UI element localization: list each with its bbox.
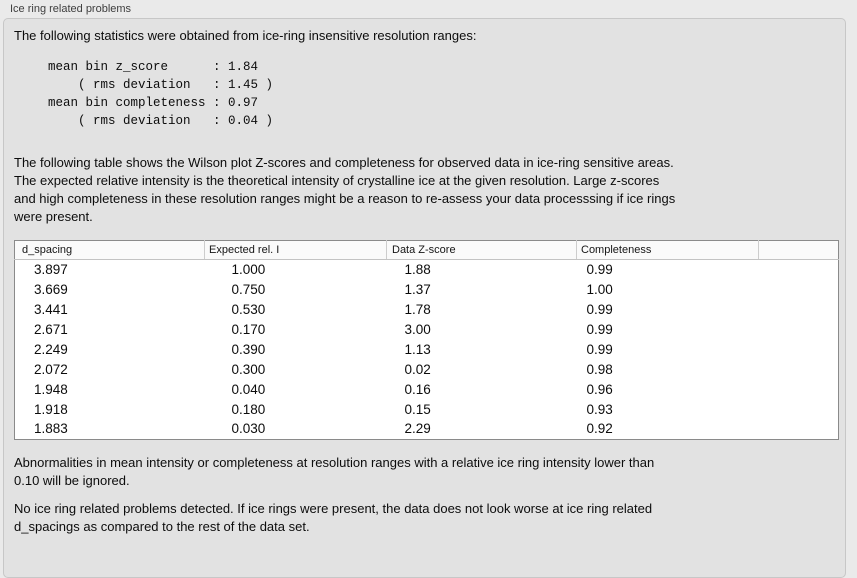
summary-stats-block: mean bin z_score : 1.84 ( rms deviation …	[48, 60, 274, 128]
table-cell: 3.897	[34, 261, 68, 277]
table-cell	[759, 300, 839, 320]
table-row[interactable]: 3.897 1.000 1.88 0.99	[15, 260, 839, 280]
table-row[interactable]: 1.918 0.180 0.15 0.93	[15, 400, 839, 420]
column-header-data-z-score[interactable]: Data Z-score	[386, 240, 577, 260]
table-cell: 3.441	[34, 301, 68, 317]
table-cell	[759, 360, 839, 380]
table-cell: 0.98	[586, 361, 613, 377]
table-row[interactable]: 2.249 0.390 1.13 0.99	[15, 340, 839, 360]
table-cell: 0.530	[231, 301, 266, 317]
table-cell: 2.249	[34, 341, 68, 357]
table-cell: 1.88	[404, 261, 431, 277]
table-cell	[759, 280, 839, 300]
table-cell: 2.29	[404, 421, 431, 437]
table-cell: 1.883	[34, 421, 68, 437]
table-cell: 2.671	[34, 321, 68, 337]
table-cell: 1.37	[404, 281, 431, 297]
table-cell	[759, 320, 839, 340]
table-header-row: d_spacing Expected rel. I Data Z-score C…	[14, 240, 839, 260]
column-header-expected-rel-i[interactable]: Expected rel. I	[204, 240, 387, 260]
table-cell: 0.93	[586, 401, 613, 417]
table-cell: 1.948	[34, 381, 68, 397]
column-header-empty	[758, 240, 839, 260]
table-cell: 0.750	[231, 281, 266, 297]
table-cell: 0.96	[586, 381, 613, 397]
table-row[interactable]: 2.072 0.300 0.02 0.98	[15, 360, 839, 380]
table-row[interactable]: 2.671 0.170 3.00 0.99	[15, 320, 839, 340]
table-cell: 0.390	[231, 341, 266, 357]
column-header-d-spacing[interactable]: d_spacing	[14, 240, 205, 260]
table-row[interactable]: 3.669 0.750 1.37 1.00	[15, 280, 839, 300]
table-cell: 0.170	[231, 321, 266, 337]
table-cell	[759, 340, 839, 360]
table-description-text: The following table shows the Wilson plo…	[14, 155, 676, 224]
table-cell: 1.13	[404, 341, 431, 357]
table-cell: 0.99	[586, 261, 613, 277]
table-cell: 3.00	[404, 321, 431, 337]
table-cell	[759, 380, 839, 400]
conclusion-text: No ice ring related problems detected. I…	[14, 501, 653, 534]
panel-title: Ice ring related problems	[10, 3, 132, 15]
table-cell: 0.92	[586, 421, 613, 437]
ignore-threshold-note: Abnormalities in mean intensity or compl…	[14, 455, 655, 488]
table-cell: 0.15	[404, 401, 431, 417]
table-cell	[759, 260, 839, 280]
table-cell: 3.669	[34, 281, 68, 297]
table-cell: 1.00	[586, 281, 613, 297]
table-cell: 2.072	[34, 361, 68, 377]
table-cell	[759, 420, 839, 440]
table-row[interactable]: 1.948 0.040 0.16 0.96	[15, 380, 839, 400]
table-cell: 0.16	[404, 381, 431, 397]
table-cell: 0.040	[231, 381, 266, 397]
table-row[interactable]: 1.883 0.030 2.29 0.92	[15, 420, 839, 440]
table-row[interactable]: 3.441 0.530 1.78 0.99	[15, 300, 839, 320]
table-cell: 1.918	[34, 401, 68, 417]
table-cell	[759, 400, 839, 420]
table-cell: 0.02	[404, 361, 431, 377]
table-cell: 0.99	[586, 301, 613, 317]
intro-text: The following statistics were obtained f…	[14, 28, 477, 43]
ice-ring-table: d_spacing Expected rel. I Data Z-score C…	[14, 240, 839, 440]
table-cell: 0.99	[586, 321, 613, 337]
ice-ring-panel: The following statistics were obtained f…	[3, 18, 846, 578]
table-cell: 0.030	[231, 421, 266, 437]
table-cell: 1.000	[231, 261, 266, 277]
panel-content: The following statistics were obtained f…	[4, 19, 845, 536]
table-cell: 1.78	[404, 301, 431, 317]
table-cell: 0.180	[231, 401, 266, 417]
column-header-completeness[interactable]: Completeness	[576, 240, 759, 260]
table-cell: 0.99	[586, 341, 613, 357]
table-cell: 0.300	[231, 361, 266, 377]
